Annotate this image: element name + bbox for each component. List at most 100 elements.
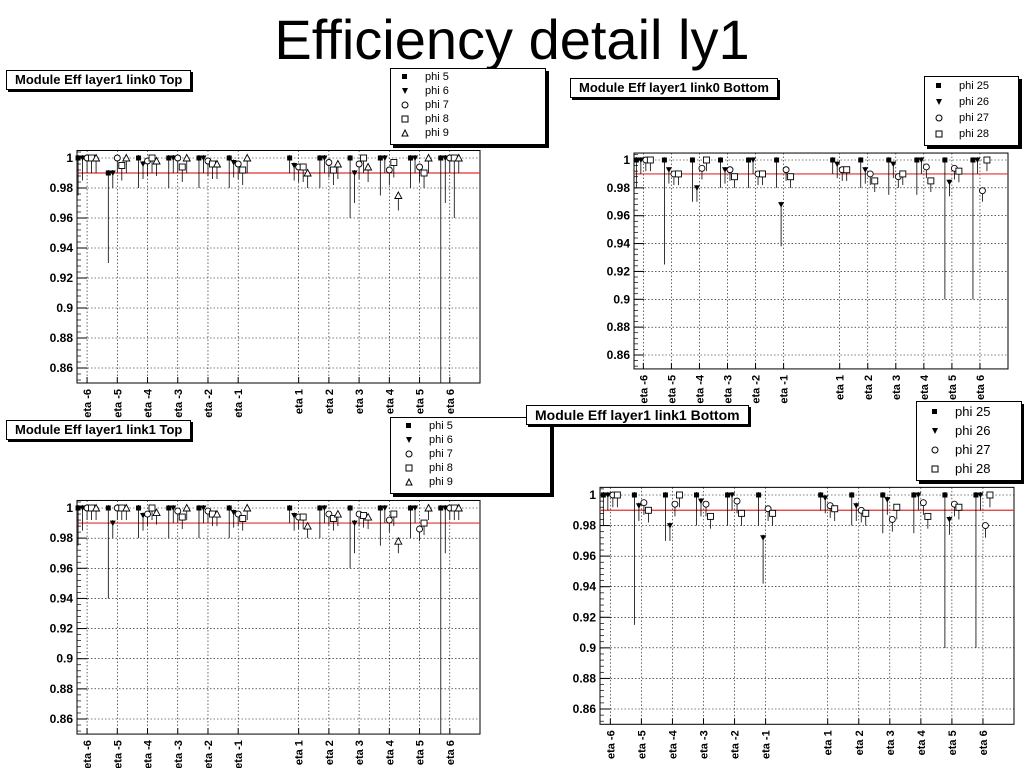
x-category-label: eta -3 <box>699 730 711 759</box>
y-tick-label: 1 <box>66 501 73 515</box>
y-tick-label: 0.86 <box>50 712 74 726</box>
y-tick-label: 0.86 <box>607 348 631 362</box>
page-title: Efficiency detail ly1 <box>274 8 750 71</box>
y-tick-label: 0.94 <box>573 580 597 594</box>
data-point <box>769 509 777 517</box>
data-point <box>420 519 428 527</box>
data-point <box>109 520 116 527</box>
data-point <box>200 155 207 161</box>
data-point <box>871 177 879 185</box>
y-tick-label: 0.92 <box>50 622 74 636</box>
x-category-label: eta -2 <box>730 730 742 759</box>
data-point <box>698 498 704 505</box>
data-point <box>212 509 222 518</box>
x-category-label: eta -5 <box>666 375 678 404</box>
data-point <box>862 167 869 173</box>
data-point <box>317 505 323 511</box>
data-point <box>152 156 161 165</box>
data-point <box>75 505 81 511</box>
data-point <box>637 157 644 163</box>
panel-title-link1-top: Module Eff layer1 link1 Top <box>6 420 192 440</box>
x-category-label: eta 6 <box>445 389 457 414</box>
data-point <box>408 505 414 511</box>
data-point <box>918 157 925 163</box>
x-category-label: eta 4 <box>384 388 396 414</box>
data-point <box>91 503 101 512</box>
data-point <box>778 202 785 208</box>
x-category-label: eta 5 <box>415 389 427 414</box>
data-point <box>105 505 111 511</box>
x-category-label: eta 3 <box>891 375 903 400</box>
legend-label-phi-5: phi 5 <box>425 71 449 83</box>
x-category-label: eta 2 <box>854 730 866 755</box>
legend-label-phi-9: phi 9 <box>425 127 449 139</box>
y-tick-label: 0.98 <box>607 181 631 195</box>
legend-marker-square-filled <box>406 423 411 428</box>
data-point <box>676 491 683 499</box>
data-point <box>351 520 358 527</box>
data-point <box>731 173 738 181</box>
data-point <box>979 187 986 195</box>
data-point <box>970 157 976 163</box>
data-point <box>927 177 935 185</box>
data-point <box>196 505 202 511</box>
legend-label-phi-27: phi 27 <box>959 112 989 124</box>
data-point <box>718 157 723 163</box>
data-point <box>148 154 156 162</box>
data-point <box>412 155 419 161</box>
data-point <box>977 492 984 498</box>
x-category-label: eta -6 <box>605 730 617 759</box>
x-category-label: eta -3 <box>173 389 185 418</box>
legend-link0-bottom: phi 25 phi 26 phi 27 phi 28 <box>924 76 1019 146</box>
legend-label-phi-26: phi 26 <box>959 96 989 108</box>
legend-label-phi-25: phi 25 <box>955 404 991 419</box>
data-point <box>234 160 242 168</box>
data-point <box>178 513 186 521</box>
data-point <box>946 179 953 186</box>
data-point <box>394 191 403 199</box>
data-point <box>287 505 293 511</box>
data-point <box>635 503 642 509</box>
y-tick-label: 0.94 <box>50 591 74 605</box>
legend-marker-triangle-up-open <box>405 477 413 486</box>
data-point <box>385 166 393 174</box>
data-point <box>631 492 637 498</box>
data-point <box>182 153 192 162</box>
x-category-label: eta 4 <box>916 729 928 755</box>
y-tick-label: 0.96 <box>50 211 74 225</box>
data-point <box>152 508 161 516</box>
data-point <box>239 166 247 174</box>
data-point <box>299 163 307 171</box>
x-category-label: eta 5 <box>947 730 959 755</box>
legend-label-phi-8: phi 8 <box>429 462 453 474</box>
data-point <box>983 156 991 164</box>
data-point <box>226 505 232 511</box>
data-point <box>955 167 963 175</box>
data-point <box>665 167 672 173</box>
data-point <box>924 512 932 520</box>
data-point <box>973 492 979 498</box>
legend-label-phi-6: phi 6 <box>429 434 453 446</box>
chart-panel-3: 1 0.98 0.96 0.94 0.92 0.9 0.88 0.86 eta -6 eta -5… <box>573 486 1015 759</box>
data-point <box>363 512 373 521</box>
data-point <box>831 505 839 513</box>
legend-label-phi-5: phi 5 <box>429 420 453 432</box>
data-point <box>377 505 383 511</box>
data-point <box>122 503 131 512</box>
y-tick-label: 0.9 <box>56 301 73 315</box>
data-point <box>174 154 182 162</box>
data-point <box>347 505 353 511</box>
x-category-label: eta 1 <box>294 389 306 414</box>
data-point <box>858 157 864 163</box>
data-point <box>738 509 745 517</box>
data-point <box>174 507 182 515</box>
data-point <box>416 525 423 533</box>
data-point <box>242 503 252 512</box>
legend-marker-triangle-up-open <box>401 128 409 137</box>
data-point <box>363 162 373 171</box>
data-point <box>230 160 237 166</box>
y-tick-label: 0.92 <box>50 271 74 285</box>
legend-marker-circle-open <box>931 446 939 454</box>
x-category-label: eta -2 <box>203 740 215 768</box>
data-point <box>674 170 682 178</box>
